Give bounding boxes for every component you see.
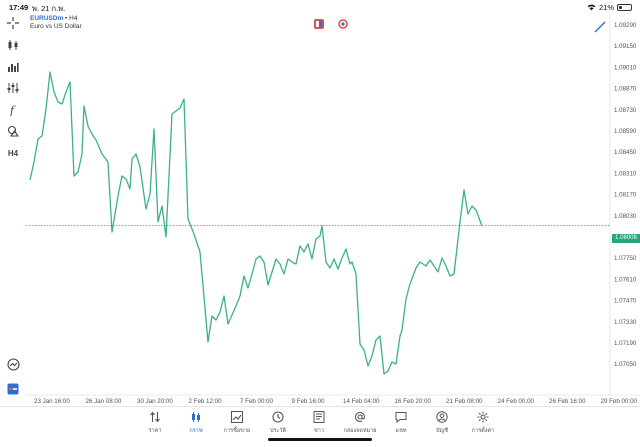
nav-label: ประวัติ xyxy=(269,428,287,434)
y-axis-label: 1.09150 xyxy=(614,43,637,50)
y-axis-label: 1.07190 xyxy=(614,340,637,347)
refresh-icon[interactable] xyxy=(338,19,348,29)
x-axis-label: 29 Feb 00:00 xyxy=(601,398,638,405)
chat-icon xyxy=(394,410,408,424)
x-axis-label: 26 Feb 16:00 xyxy=(549,398,586,405)
status-time: 17:49 xyxy=(9,3,29,12)
current-price-tag: 1.08008 xyxy=(612,234,640,243)
y-axis-label: 1.07050 xyxy=(614,361,637,368)
symbol-name[interactable]: EURUSDm xyxy=(30,15,64,22)
nav-label: การตั้งค่า xyxy=(471,428,495,434)
battery-icon xyxy=(617,4,632,11)
y-axis-label: 1.08730 xyxy=(614,107,637,114)
news-icon xyxy=(312,410,326,424)
x-axis-label: 24 Feb 00:00 xyxy=(498,398,535,405)
objects-icon[interactable] xyxy=(4,123,22,139)
y-axis-label: 1.09290 xyxy=(614,22,637,29)
y-axis-label: 1.07470 xyxy=(614,298,637,305)
nav-chat[interactable]: แชท xyxy=(381,410,421,440)
nav-mailbox[interactable]: กล่องจดหมาย xyxy=(340,410,380,440)
price-line-series xyxy=(29,71,483,375)
gear-icon xyxy=(476,410,490,424)
x-axis-label: 23 Jan 16:00 xyxy=(34,398,70,405)
y-axis-label: 1.07610 xyxy=(614,276,637,283)
crosshair-icon[interactable] xyxy=(4,15,22,31)
volume-bars-icon[interactable] xyxy=(4,59,22,75)
nav-label: บัญชี xyxy=(436,428,448,434)
x-axis-label: 30 Jan 20:00 xyxy=(137,398,173,405)
nav-label: ราคา xyxy=(148,428,162,434)
nav-history[interactable]: ประวัติ xyxy=(258,410,298,440)
candle-chart-icon xyxy=(189,410,203,424)
nav-quotes[interactable]: ราคา xyxy=(135,410,175,440)
history-icon xyxy=(271,410,285,424)
battery-percent: 21% xyxy=(598,3,614,12)
x-axis-label: 14 Feb 04:00 xyxy=(343,398,380,405)
x-axis-label: 26 Jan 08:00 xyxy=(86,398,122,405)
home-indicator xyxy=(268,438,372,441)
one-click-trading-icon[interactable] xyxy=(4,381,22,397)
nav-chart[interactable]: กราฟ xyxy=(176,410,216,440)
x-axis-label: 21 Feb 08:00 xyxy=(446,398,483,405)
y-axis-label: 1.07330 xyxy=(614,319,637,326)
left-toolbar: f H4 xyxy=(0,14,26,406)
nav-label: การซื้อขาย xyxy=(223,428,251,434)
speedometer-icon[interactable] xyxy=(4,356,22,372)
svg-text:f: f xyxy=(9,104,16,116)
nav-label: กล่องจดหมาย xyxy=(343,428,377,434)
x-axis-label: 9 Feb 16:00 xyxy=(292,398,326,405)
status-date: พ. 21 ก.พ. xyxy=(32,4,66,13)
x-axis-label: 2 Feb 12:00 xyxy=(189,398,223,405)
sell-buy-panel-icon[interactable] xyxy=(314,19,324,29)
status-indicators: 21% xyxy=(587,3,632,12)
x-axis-label: 7 Feb 00:00 xyxy=(240,398,274,405)
y-axis-label: 1.07750 xyxy=(614,255,637,262)
nav-label: กราฟ xyxy=(189,428,203,434)
y-axis-label: 1.09010 xyxy=(614,64,637,71)
nav-trade[interactable]: การซื้อขาย xyxy=(217,410,257,440)
y-axis-label: 1.08310 xyxy=(614,170,637,177)
y-axis-label: 1.08030 xyxy=(614,213,637,220)
x-axis-label: 16 Feb 20:00 xyxy=(395,398,432,405)
indicators-icon[interactable] xyxy=(4,80,22,96)
chart-area[interactable]: 1.09290 1.09150 1.09010 1.08870 1.08730 1.085… xyxy=(26,14,640,406)
trade-chart-icon xyxy=(230,410,244,424)
function-icon[interactable]: f xyxy=(4,102,22,118)
trendline-tool-icon[interactable] xyxy=(594,20,606,38)
arrows-updown-icon xyxy=(148,410,162,424)
timeframe-button[interactable]: H4 xyxy=(7,148,19,158)
y-axis-label: 1.08450 xyxy=(614,149,637,156)
wifi-icon xyxy=(587,4,596,11)
candlestick-icon[interactable] xyxy=(4,37,22,53)
symbol-header: EURUSDm • H4 xyxy=(30,15,77,22)
nav-label: ข่าว xyxy=(314,428,324,434)
timeframe-label: • H4 xyxy=(65,15,78,22)
nav-account[interactable]: บัญชี xyxy=(422,410,462,440)
nav-news[interactable]: ข่าว xyxy=(299,410,339,440)
nav-label: แชท xyxy=(395,428,407,434)
symbol-description: Euro vs US Dollar xyxy=(30,23,82,30)
y-axis-label: 1.08590 xyxy=(614,128,637,135)
status-bar: 17:49 พ. 21 ก.พ. 21% xyxy=(0,0,640,14)
y-axis-label: 1.08170 xyxy=(614,192,637,199)
at-icon xyxy=(353,410,367,424)
y-axis-label: 1.08870 xyxy=(614,86,637,93)
nav-settings[interactable]: การตั้งค่า xyxy=(463,410,503,440)
price-chart[interactable]: 1.09290 1.09150 1.09010 1.08870 1.08730 1.085… xyxy=(26,14,640,406)
account-icon xyxy=(435,410,449,424)
chart-center-controls xyxy=(314,19,348,29)
